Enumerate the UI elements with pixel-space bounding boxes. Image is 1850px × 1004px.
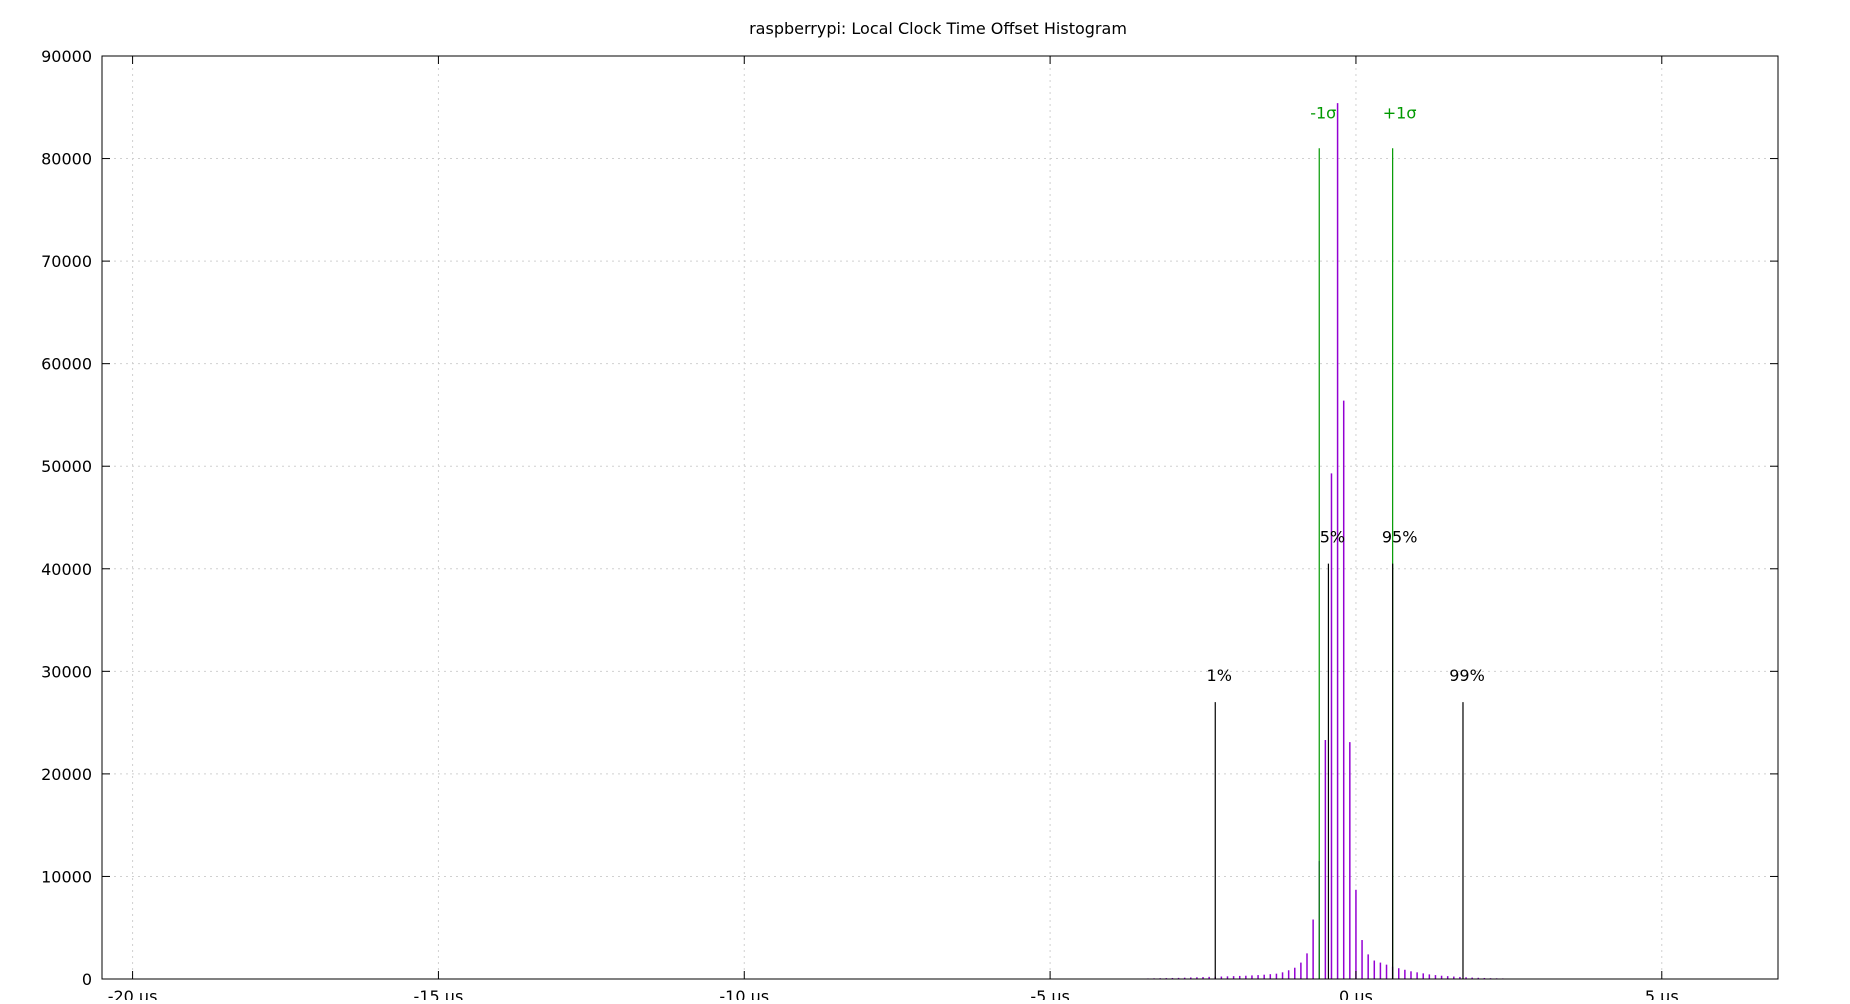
x-tick-label: -10 µs [719,987,769,1000]
percentile-label: 1% [1207,666,1232,685]
y-tick-label: 70000 [41,252,92,271]
x-tick-label: -15 µs [414,987,464,1000]
y-tick-label: 60000 [41,355,92,374]
histogram-bars [1116,103,1565,979]
y-tick-label: 90000 [41,47,92,66]
y-tick-label: 0 [82,970,92,989]
x-tick-label: -20 µs [108,987,158,1000]
x-tick-label: -5 µs [1030,987,1070,1000]
plot-frame [101,55,1779,980]
percentile-label: 5% [1320,528,1345,547]
percentile-label: 95% [1382,528,1418,547]
y-tick-label: 20000 [41,765,92,784]
y-tick-label: 30000 [41,662,92,681]
marker-lines: -1σ +1σ 1% 5% 95% 99% [1207,103,1485,979]
chart-title: raspberrypi: Local Clock Time Offset His… [749,19,1127,38]
grid-layer [102,56,1778,979]
y-tick-label: 80000 [41,150,92,169]
percentile-label: 99% [1449,666,1485,685]
sigma-label: -1σ [1310,103,1336,122]
x-tick-label: 5 µs [1645,987,1679,1000]
y-tick-label: 10000 [41,867,92,886]
tick-layer: 0 10000 20000 30000 40000 50000 60000 70000 8000… [41,47,1778,1004]
y-tick-label: 40000 [41,560,92,579]
x-tick-label: 0 µs [1339,987,1373,1000]
y-tick-label: 50000 [41,457,92,476]
sigma-label: +1σ [1383,103,1417,122]
